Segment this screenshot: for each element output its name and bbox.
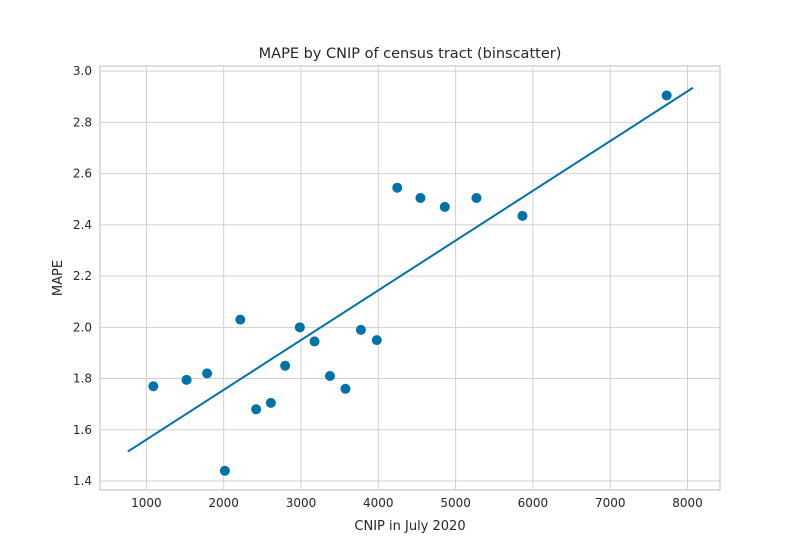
x-tick-label: 5000 xyxy=(440,496,471,510)
data-point xyxy=(294,322,305,333)
data-point xyxy=(148,381,159,392)
y-tick-label: 2.4 xyxy=(73,218,92,232)
data-point xyxy=(392,182,403,193)
y-tick-label: 1.8 xyxy=(73,372,92,386)
x-tick-label: 8000 xyxy=(672,496,703,510)
data-point xyxy=(415,192,426,203)
data-point xyxy=(280,360,291,371)
data-point xyxy=(235,314,246,325)
data-point xyxy=(661,90,672,101)
data-point xyxy=(324,370,335,381)
grid xyxy=(100,66,720,490)
data-point xyxy=(309,336,320,347)
data-point xyxy=(439,201,450,212)
y-tick-label: 1.4 xyxy=(73,474,92,488)
y-tick-label: 3.0 xyxy=(73,64,92,78)
x-axis-label: CNIP in July 2020 xyxy=(354,519,465,534)
chart-title: MAPE by CNIP of census tract (binscatter… xyxy=(259,46,562,62)
data-point xyxy=(202,368,213,379)
x-tick-label: 2000 xyxy=(208,496,239,510)
y-tick-label: 2.6 xyxy=(73,167,92,181)
data-point xyxy=(371,335,382,346)
y-tick-label: 2.0 xyxy=(73,320,92,334)
x-tick-label: 1000 xyxy=(131,496,162,510)
data-point xyxy=(251,404,262,415)
y-tick-label: 2.2 xyxy=(73,269,92,283)
y-tick-label: 1.6 xyxy=(73,423,92,437)
x-tick-label: 4000 xyxy=(363,496,394,510)
data-point xyxy=(471,192,482,203)
x-tick-label: 6000 xyxy=(518,496,549,510)
y-axis-label: MAPE xyxy=(51,260,66,296)
data-point xyxy=(340,383,351,394)
data-point xyxy=(181,374,192,385)
y-tick-label: 2.8 xyxy=(73,115,92,129)
data-point xyxy=(355,324,366,335)
points-layer xyxy=(148,90,672,476)
y-tick-labels: 1.4 1.6 1.8 2.0 2.2 2.4 2.6 2.8 3.0 xyxy=(73,64,92,488)
data-point xyxy=(219,465,230,476)
fit-line-layer xyxy=(127,86,694,453)
data-point xyxy=(265,397,276,408)
x-tick-label: 3000 xyxy=(286,496,317,510)
fit-line xyxy=(127,86,694,453)
x-tick-labels: 1000 2000 3000 4000 5000 6000 7000 8000 xyxy=(131,496,703,510)
data-point xyxy=(517,210,528,221)
x-tick-label: 7000 xyxy=(595,496,626,510)
